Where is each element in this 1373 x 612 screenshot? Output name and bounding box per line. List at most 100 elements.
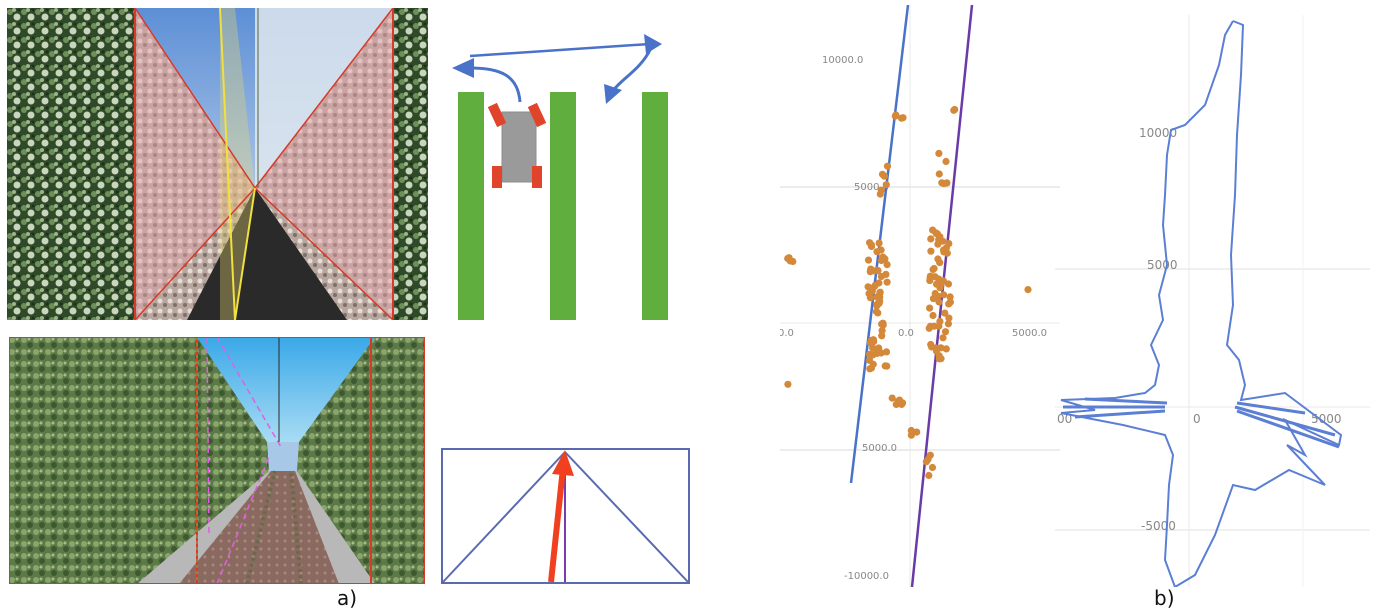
scatter-point [932, 344, 940, 352]
scatter-point [883, 162, 892, 170]
scatter-point [872, 307, 880, 316]
scatter-point [907, 426, 915, 435]
scatter-point [873, 248, 881, 256]
scatter-point [881, 362, 889, 370]
scatter-point [784, 254, 792, 263]
scatter-point [926, 322, 934, 330]
scatter-point [933, 280, 941, 288]
scatter-point [945, 300, 953, 308]
left-view-triangle [135, 8, 255, 320]
scatter-point [935, 149, 943, 157]
scatter-point [892, 400, 900, 408]
scatter-point [926, 304, 934, 312]
scatter-point [935, 355, 943, 363]
scatter-point [935, 170, 943, 178]
scatter-point [929, 265, 937, 274]
scatter-point [940, 180, 948, 188]
right-roi-box [370, 337, 425, 584]
scatter-tick-x-center: 0.0 [898, 328, 914, 339]
scatter-point [935, 298, 943, 306]
scatter-point [864, 283, 872, 291]
scatter-point [927, 235, 935, 243]
heading-arrow [548, 467, 566, 583]
scatter-point [929, 311, 937, 320]
scatter-point [925, 471, 933, 480]
profile-tick-y-bottom: -5000 [1141, 519, 1176, 533]
left-roi-box [9, 337, 198, 584]
scatter-point [942, 345, 950, 353]
scatter-point [934, 230, 942, 238]
scatter-point [864, 256, 873, 264]
scatter-point [950, 106, 958, 114]
scatter-point [869, 267, 877, 275]
tree-row-3 [642, 92, 668, 320]
corridor-end [267, 442, 299, 471]
profile-chart: 10000 5000 00 0 5000 -5000 [1055, 15, 1370, 587]
scatter-point [935, 236, 943, 244]
scatter-point [869, 344, 877, 352]
profile-spikes [1063, 397, 1340, 449]
heading-diagram [441, 448, 690, 584]
caption-a: a) [337, 586, 358, 610]
scatter-point [938, 277, 946, 285]
scatter-point [926, 451, 934, 459]
robot-top-view [452, 34, 668, 320]
scatter-point [913, 428, 921, 436]
scatter-tick-y-top: 10000.0 [822, 55, 863, 66]
scatter-point [784, 380, 792, 388]
scatter-point [939, 334, 947, 342]
scatter-point [927, 247, 935, 255]
caption-b: b) [1154, 586, 1175, 610]
scatter-point [883, 278, 891, 286]
scatter-point [934, 255, 942, 263]
scatter-chart: 10000.0 5000.0 0.0 0.0 5000.0 5000.0 -10… [780, 5, 1060, 587]
sim-sky [197, 337, 375, 442]
scatter-point [942, 157, 950, 166]
scatter-point [866, 239, 874, 247]
profile-tick-y-top: 10000 [1139, 126, 1177, 140]
tree-row-2 [550, 92, 576, 320]
right-view-triangle [255, 8, 393, 320]
scatter-point [875, 239, 883, 247]
scatter-tick-y-mid-top: 5000.0 [854, 182, 889, 193]
scatter-point [883, 261, 891, 269]
scatter-point [878, 327, 886, 335]
scatter-point [879, 319, 887, 327]
scatter-point [926, 277, 934, 285]
profile-tick-x-left: 00 [1057, 412, 1072, 426]
scatter-point [943, 249, 951, 257]
scatter-point [945, 240, 953, 248]
simulation-view [9, 337, 425, 584]
scatter-point [934, 292, 942, 300]
scatter-point [1024, 286, 1032, 294]
ground-shadow [187, 188, 347, 320]
turn-arrow-right [610, 49, 652, 93]
profile-tick-y-mid: 5000 [1147, 258, 1178, 272]
scatter-tick-y-mid-bottom: 5000.0 [862, 443, 897, 454]
profile-tick-x-zero: 0 [1193, 412, 1201, 426]
scatter-points [784, 105, 1032, 480]
scatter-point [946, 293, 954, 301]
profile-outline [1060, 20, 1343, 587]
scatter-point [877, 186, 885, 194]
scatter-tick-x-left: 0.0 [780, 328, 794, 339]
scatter-point [941, 309, 949, 317]
orchard-photo [7, 8, 428, 320]
scatter-point [928, 463, 937, 472]
scatter-point [944, 320, 952, 328]
scatter-point [940, 291, 948, 299]
scatter-point [945, 314, 953, 322]
scatter-point [936, 317, 944, 325]
scatter-tick-x-right: 5000.0 [1012, 328, 1047, 339]
scatter-point [878, 170, 887, 178]
scatter-point [941, 328, 950, 336]
scatter-point [922, 458, 930, 466]
scatter-point [881, 255, 889, 263]
scatter-point [898, 400, 906, 408]
scatter-point [876, 297, 884, 305]
scatter-point [892, 111, 900, 119]
scatter-point [882, 270, 890, 278]
scatter-point [882, 181, 890, 189]
scatter-point [875, 344, 883, 352]
scatter-point [897, 114, 906, 122]
